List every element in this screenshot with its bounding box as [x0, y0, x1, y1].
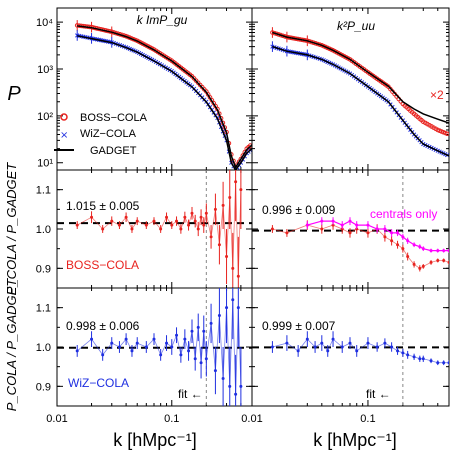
legend-wiz-label: WiZ−COLA [80, 128, 137, 140]
series-line-gadget [272, 31, 449, 124]
x-tick-label: 0.01 [46, 413, 67, 425]
panel-top-right [251, 7, 450, 171]
series-trace [77, 181, 242, 277]
series-line-gadget [272, 45, 449, 157]
y-tick-label: 1.1 [36, 303, 51, 315]
x-tick-label: 0.1 [360, 413, 375, 425]
y-tick-label: 10² [37, 111, 53, 123]
panel-title-top-left: k ImP_gu [137, 13, 188, 27]
mid-right-tag: centrals only [370, 207, 437, 221]
plot-area [270, 27, 449, 158]
plot-area [270, 331, 449, 366]
y-tick-label: 10⁴ [36, 17, 53, 29]
mid-right-value: 0.996 ± 0.009 [262, 203, 336, 217]
data-point [231, 266, 235, 270]
legend: BOSS−COLA × WiZ−COLA GADGET [54, 112, 148, 157]
plot-area [75, 170, 243, 288]
y-tick-label: 1.0 [36, 224, 51, 236]
bot-left-value: 0.998 ± 0.006 [66, 319, 140, 333]
data-point [236, 306, 240, 310]
panel-top-left: 10¹ 10² 10³ 10⁴ [36, 7, 253, 171]
data-point [239, 384, 243, 388]
y-axis-label-bottom: P_COLA / P_GADGET [4, 278, 19, 412]
bot-left-tag: WiZ−COLA [68, 376, 129, 390]
panel-bottom-right: 0.01 0.1 [241, 287, 450, 425]
y-axis-label-top: P [7, 83, 21, 105]
fit-note-left: fit ← [178, 387, 203, 401]
plot-area [270, 217, 449, 272]
series-trace [272, 224, 449, 269]
data-point-boss [444, 131, 449, 137]
series-trace-centrals [307, 220, 449, 252]
legend-boss-label: BOSS−COLA [80, 112, 148, 124]
series-trace [272, 338, 449, 364]
legend-boss-marker [60, 113, 68, 121]
panel-bottom-left: 0.01 0.1 0.9 1.0 1.1 [36, 287, 253, 425]
y-tick-label: 1.1 [36, 185, 51, 197]
data-point [225, 255, 229, 259]
plot-area [74, 20, 252, 170]
mid-left-tag: BOSS−COLA [66, 258, 139, 272]
mid-left-value: 1.015 ± 0.005 [66, 199, 140, 213]
data-point [239, 188, 243, 192]
series-line-gadget [77, 25, 252, 169]
y-tick-label: 0.9 [36, 263, 51, 275]
plot-area [75, 288, 243, 406]
x-tick-label: 0.01 [241, 413, 262, 425]
y-tick-label: 10³ [37, 64, 53, 76]
legend-gadget-label: GADGET [90, 145, 137, 157]
data-point [225, 306, 229, 310]
y-tick-label: 0.9 [36, 381, 51, 393]
legend-wiz-marker: × [60, 130, 68, 141]
panel-title-top-right: k²P_uu [337, 19, 375, 33]
bot-right-value: 0.999 ± 0.007 [262, 319, 336, 333]
y-axis-label-middle: P_COLA / P_GADGET [4, 162, 19, 296]
x2-note: ×2 [430, 88, 444, 102]
y-tick-label: 1.0 [36, 342, 51, 354]
series-line-gadget [77, 35, 252, 170]
x-tick-label: 0.1 [164, 413, 179, 425]
series-trace [76, 299, 242, 395]
x-axis-label-right: k [hMpc⁻¹] [313, 430, 397, 450]
y-tick-label: 10¹ [37, 158, 53, 170]
fit-note-right: fit ← [366, 387, 391, 401]
x-axis-label-left: k [hMpc⁻¹] [113, 430, 197, 450]
data-point [228, 384, 232, 388]
